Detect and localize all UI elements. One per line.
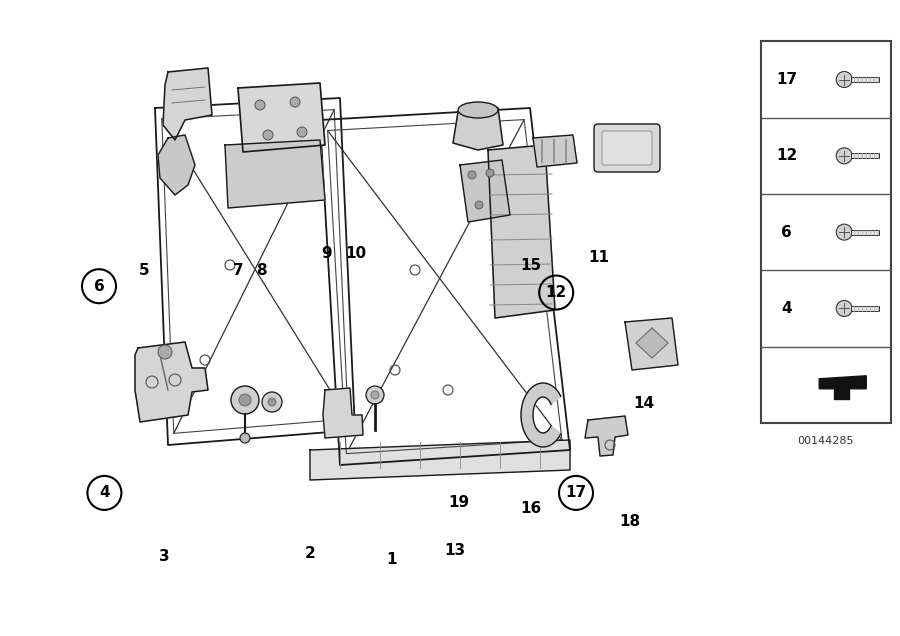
Circle shape (371, 391, 379, 399)
Polygon shape (158, 135, 195, 195)
Circle shape (255, 100, 265, 110)
Circle shape (486, 169, 494, 177)
Circle shape (240, 433, 250, 443)
Circle shape (836, 224, 852, 240)
Polygon shape (323, 388, 363, 438)
Text: 1: 1 (386, 552, 397, 567)
Text: 5: 5 (139, 263, 149, 278)
Polygon shape (310, 440, 570, 480)
Circle shape (475, 201, 483, 209)
Bar (851, 306, 879, 311)
Polygon shape (521, 383, 561, 447)
Polygon shape (135, 342, 208, 422)
Text: 12: 12 (776, 148, 797, 163)
Text: 8: 8 (256, 263, 266, 278)
Bar (760, 41, 891, 423)
Circle shape (297, 127, 307, 137)
Circle shape (268, 398, 276, 406)
Polygon shape (163, 68, 212, 140)
Polygon shape (625, 318, 678, 370)
Polygon shape (460, 160, 510, 222)
Polygon shape (488, 145, 555, 318)
Circle shape (239, 394, 251, 406)
Circle shape (836, 300, 852, 317)
Polygon shape (453, 108, 503, 150)
Polygon shape (533, 135, 577, 167)
Circle shape (263, 130, 273, 140)
Text: 9: 9 (321, 245, 332, 261)
Text: 14: 14 (633, 396, 654, 411)
Text: 4: 4 (99, 485, 110, 501)
Text: 19: 19 (448, 495, 470, 510)
Circle shape (836, 71, 852, 88)
Text: 17: 17 (776, 72, 797, 87)
Text: 18: 18 (619, 514, 641, 529)
Text: 3: 3 (159, 549, 170, 564)
Text: 11: 11 (588, 250, 609, 265)
Text: 2: 2 (305, 546, 316, 561)
Text: 00144285: 00144285 (797, 436, 854, 446)
Circle shape (231, 386, 259, 414)
Circle shape (468, 171, 476, 179)
Bar (851, 153, 879, 158)
Text: 6: 6 (781, 225, 792, 240)
Text: 15: 15 (520, 258, 542, 273)
Bar (851, 230, 879, 235)
Polygon shape (834, 389, 850, 399)
Text: 7: 7 (233, 263, 244, 278)
Circle shape (158, 345, 172, 359)
Polygon shape (225, 140, 325, 208)
Polygon shape (636, 328, 668, 358)
Circle shape (836, 148, 852, 164)
Circle shape (290, 97, 300, 107)
Text: 16: 16 (520, 501, 542, 516)
Circle shape (366, 386, 384, 404)
Polygon shape (819, 376, 866, 389)
Text: 13: 13 (444, 543, 465, 558)
FancyBboxPatch shape (602, 131, 652, 165)
Text: 6: 6 (94, 279, 104, 294)
Circle shape (262, 392, 282, 412)
Text: 17: 17 (565, 485, 587, 501)
Text: 4: 4 (781, 301, 792, 316)
Text: 12: 12 (545, 285, 567, 300)
Ellipse shape (458, 102, 498, 118)
FancyBboxPatch shape (594, 124, 660, 172)
Polygon shape (585, 416, 628, 456)
Polygon shape (238, 83, 325, 152)
Text: 10: 10 (345, 245, 366, 261)
Bar (851, 77, 879, 82)
